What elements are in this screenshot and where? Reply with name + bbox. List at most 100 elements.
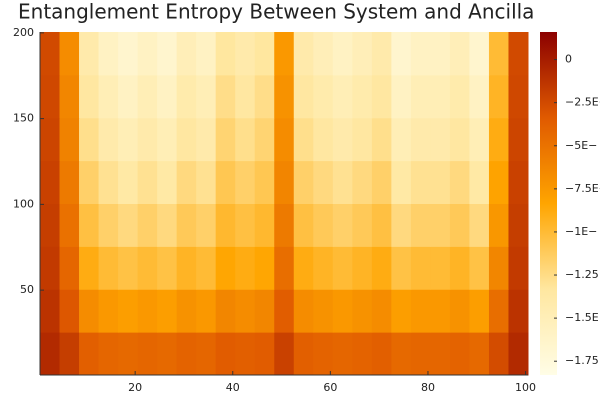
heatmap-cell xyxy=(371,332,392,376)
y-tick-label: 200 xyxy=(13,26,34,39)
heatmap-cell xyxy=(410,32,431,76)
heatmap-cell xyxy=(391,203,412,247)
heatmap-cell xyxy=(488,74,509,119)
heatmap-cell xyxy=(137,203,158,247)
heatmap-cell xyxy=(235,246,256,290)
heatmap-cell xyxy=(449,74,470,119)
heatmap-cell xyxy=(430,246,451,290)
heatmap-cell xyxy=(196,74,217,119)
heatmap-cell xyxy=(488,203,509,247)
heatmap-cell xyxy=(98,246,119,290)
heatmap-cell xyxy=(235,332,256,376)
heatmap-cell xyxy=(215,32,236,76)
heatmap-cell xyxy=(469,246,490,290)
heatmap-cell xyxy=(449,289,470,333)
heatmap-cell xyxy=(274,289,295,333)
heatmap-cell xyxy=(98,117,119,162)
heatmap-cell xyxy=(488,160,509,204)
heatmap-cell xyxy=(98,203,119,247)
heatmap-cell xyxy=(274,332,295,376)
heatmap-cell xyxy=(59,246,80,290)
heatmap-cell xyxy=(293,332,314,376)
heatmap-cell xyxy=(430,332,451,376)
heatmap-cell xyxy=(157,246,178,290)
heatmap-cell xyxy=(59,203,80,247)
heatmap-cell xyxy=(59,332,80,376)
heatmap-cell xyxy=(352,32,373,76)
heatmap-cell xyxy=(293,160,314,204)
heatmap-cell xyxy=(40,203,61,247)
heatmap-cell xyxy=(176,117,197,162)
heatmap-cell xyxy=(430,117,451,162)
heatmap-cell xyxy=(410,203,431,247)
heatmap-cell xyxy=(79,332,100,376)
heatmap-cell xyxy=(449,117,470,162)
heatmap-cell xyxy=(137,246,158,290)
heatmap-cell xyxy=(215,332,236,376)
heatmap-cell xyxy=(469,117,490,162)
heatmap-cell xyxy=(137,32,158,76)
heatmap-cell xyxy=(410,246,431,290)
heatmap-cell xyxy=(391,74,412,119)
heatmap-cell xyxy=(313,74,334,119)
heatmap-cell xyxy=(118,332,139,376)
colorbar xyxy=(540,32,557,375)
heatmap-cell xyxy=(157,289,178,333)
heatmap-cell xyxy=(410,117,431,162)
heatmap-cell xyxy=(469,160,490,204)
heatmap-cell xyxy=(196,289,217,333)
heatmap-cell xyxy=(313,117,334,162)
heatmap-cell xyxy=(157,32,178,76)
colorbar-tick-label: −1E− xyxy=(565,225,597,238)
heatmap-cell xyxy=(449,332,470,376)
heatmap-cell xyxy=(215,74,236,119)
heatmap-cell xyxy=(254,332,275,376)
chart-title: Entanglement Entropy Between System and … xyxy=(18,0,534,24)
heatmap-cell xyxy=(410,160,431,204)
heatmap-cell xyxy=(508,74,529,119)
heatmap-cell xyxy=(98,32,119,76)
heatmap-cell xyxy=(79,74,100,119)
heatmap-cell xyxy=(508,332,529,376)
heatmap-cell xyxy=(449,246,470,290)
heatmap-cell xyxy=(508,289,529,333)
heatmap-cell xyxy=(118,160,139,204)
heatmap-cell xyxy=(196,332,217,376)
heatmap-cell xyxy=(215,117,236,162)
heatmap-cell xyxy=(469,332,490,376)
heatmap-cell xyxy=(293,74,314,119)
heatmap-cell xyxy=(254,203,275,247)
heatmap-cell xyxy=(235,160,256,204)
heatmap-cell xyxy=(235,203,256,247)
heatmap-cell xyxy=(118,246,139,290)
heatmap-cell xyxy=(137,332,158,376)
heatmap-cell xyxy=(235,74,256,119)
heatmap-cell xyxy=(235,289,256,333)
heatmap-cell xyxy=(313,332,334,376)
x-tick-label: 20 xyxy=(128,381,142,394)
heatmap-cell xyxy=(274,203,295,247)
heatmap-cell xyxy=(98,289,119,333)
heatmap-cell xyxy=(352,117,373,162)
heatmap-cell xyxy=(137,117,158,162)
heatmap-cell xyxy=(508,246,529,290)
colorbar-tick-label: −1.25 xyxy=(565,268,599,281)
heatmap-cell xyxy=(391,160,412,204)
heatmap-cell xyxy=(449,160,470,204)
heatmap-cell xyxy=(59,289,80,333)
heatmap-cell xyxy=(40,160,61,204)
heatmap-cell xyxy=(449,203,470,247)
heatmap-cell xyxy=(40,117,61,162)
heatmap-cell xyxy=(293,246,314,290)
heatmap-cell xyxy=(196,203,217,247)
heatmap-cell xyxy=(235,117,256,162)
y-tick-label: 50 xyxy=(20,283,34,296)
heatmap-cell xyxy=(391,246,412,290)
heatmap-cell xyxy=(157,117,178,162)
heatmap-cell xyxy=(196,160,217,204)
heatmap-cell xyxy=(196,246,217,290)
heatmap-cell xyxy=(410,74,431,119)
colorbar-tick-label: −1.5E xyxy=(565,311,599,324)
heatmap-cell xyxy=(40,74,61,119)
heatmap-cell xyxy=(371,160,392,204)
